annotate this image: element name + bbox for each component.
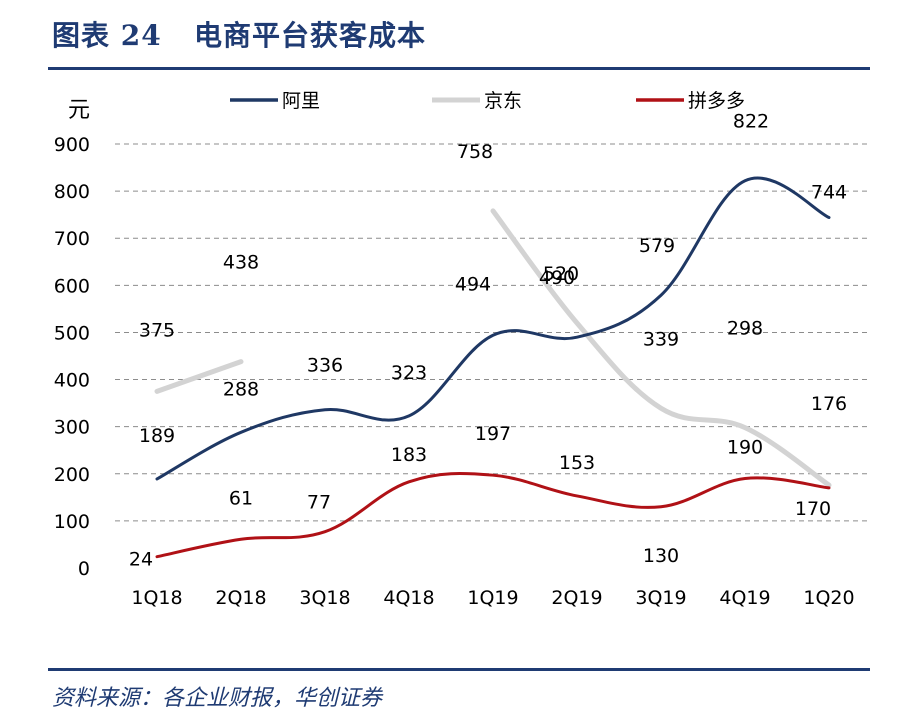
data-label: 494 xyxy=(455,273,491,295)
data-label: 336 xyxy=(307,355,343,377)
legend-label: 京东 xyxy=(484,90,522,112)
x-tick-label: 1Q19 xyxy=(467,587,518,609)
figure-title: 图表 24 电商平台获客成本 xyxy=(52,19,426,52)
data-label: 153 xyxy=(559,452,595,474)
series-line-1 xyxy=(490,208,832,488)
data-labels: 189 288 336 323 494 490 579 822 744 375 438 758 520 3… xyxy=(129,111,847,571)
data-label: 490 xyxy=(539,267,575,289)
data-label: 744 xyxy=(811,181,847,203)
x-tick-label: 3Q18 xyxy=(299,587,350,609)
data-label: 170 xyxy=(795,498,831,520)
y-tick-label: 800 xyxy=(54,181,90,203)
data-label: 176 xyxy=(811,393,847,415)
y-axis-ticks: 0 100 200 300 400 500 600 700 800 900 xyxy=(54,134,90,580)
data-label: 339 xyxy=(643,328,679,350)
series-line-1 xyxy=(154,359,244,394)
data-label: 77 xyxy=(307,492,331,514)
series-line-2 xyxy=(155,471,831,559)
data-label: 579 xyxy=(639,235,675,257)
legend-label: 拼多多 xyxy=(688,90,745,112)
chart: 0 100 200 300 400 500 600 700 800 900 1Q18 2Q18 3Q1… xyxy=(54,90,868,609)
data-label: 61 xyxy=(229,487,253,509)
x-tick-label: 2Q18 xyxy=(215,587,266,609)
x-tick-label: 2Q19 xyxy=(551,587,602,609)
y-axis-label: 元 xyxy=(68,98,90,123)
legend-label: 阿里 xyxy=(282,90,320,112)
data-label: 758 xyxy=(457,141,493,163)
y-tick-label: 100 xyxy=(54,511,90,533)
series-line-0 xyxy=(155,176,831,481)
data-label: 520 xyxy=(543,263,579,285)
title-rule xyxy=(48,67,870,70)
y-tick-label: 400 xyxy=(54,370,90,392)
data-label: 189 xyxy=(139,425,175,447)
data-label: 298 xyxy=(727,318,763,340)
footer-rule xyxy=(48,668,870,671)
y-tick-label: 300 xyxy=(54,417,90,439)
data-label: 288 xyxy=(223,378,259,400)
y-tick-label: 0 xyxy=(78,558,90,580)
y-tick-label: 200 xyxy=(54,464,90,486)
data-label: 130 xyxy=(643,545,679,567)
y-tick-label: 600 xyxy=(54,275,90,297)
x-axis-ticks: 1Q18 2Q18 3Q18 4Q18 1Q19 2Q19 3Q19 4Q19 1Q20 xyxy=(131,587,854,609)
data-label: 24 xyxy=(129,549,153,571)
y-tick-label: 900 xyxy=(54,134,90,156)
data-label: 183 xyxy=(391,444,427,466)
data-label: 190 xyxy=(727,436,763,458)
series-lines xyxy=(154,176,832,559)
x-tick-label: 1Q20 xyxy=(803,587,854,609)
y-tick-label: 500 xyxy=(54,322,90,344)
data-label: 323 xyxy=(391,362,427,384)
x-tick-label: 4Q19 xyxy=(719,587,770,609)
x-tick-label: 1Q18 xyxy=(131,587,182,609)
data-label: 438 xyxy=(223,252,259,274)
y-tick-label: 700 xyxy=(54,228,90,250)
x-tick-label: 3Q19 xyxy=(635,587,686,609)
source-note: 资料来源：各企业财报，华创证券 xyxy=(52,686,383,711)
data-label: 822 xyxy=(733,111,769,133)
legend: 阿里 京东 拼多多 xyxy=(230,90,745,112)
x-tick-label: 4Q18 xyxy=(383,587,434,609)
data-label: 375 xyxy=(139,319,175,341)
data-label: 197 xyxy=(475,423,511,445)
